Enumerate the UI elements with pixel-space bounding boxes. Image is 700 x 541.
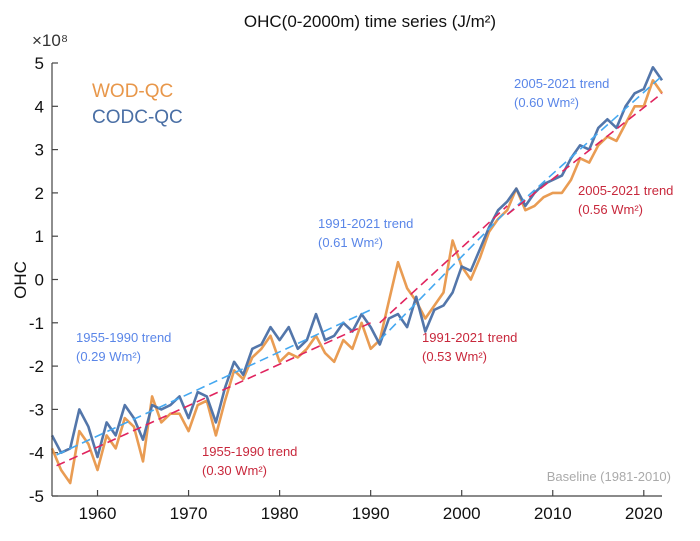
x-tick-label: 1960 xyxy=(79,504,117,523)
x-tick-label: 2000 xyxy=(443,504,481,523)
y-tick-label: 5 xyxy=(35,54,44,73)
x-tick-label: 1970 xyxy=(170,504,208,523)
trend-label-wod-1955: 1955-1990 trend xyxy=(202,444,297,459)
trend-value-wod-1955: (0.30 Wm²) xyxy=(202,463,267,478)
trend-value-wod-2005: (0.56 Wm²) xyxy=(578,202,643,217)
legend-wod-qc: WOD-QC xyxy=(92,81,173,102)
y-tick-label: 4 xyxy=(35,97,44,116)
chart-title: OHC(0-2000m) time series (J/m²) xyxy=(244,12,496,31)
x-tick-label: 2020 xyxy=(625,504,663,523)
trend-line-codc-qc-2005 xyxy=(506,75,663,216)
legend-codc-qc: CODC-QC xyxy=(92,107,183,128)
baseline-annotation: Baseline (1981-2010) xyxy=(547,469,671,484)
x-tick-label: 1990 xyxy=(352,504,390,523)
series-line-wod-qc xyxy=(50,79,664,485)
y-tick-label: 0 xyxy=(35,271,44,290)
trend-label-wod-1991: 1991-2021 trend xyxy=(422,330,517,345)
trend-line-wod-qc-1991 xyxy=(379,205,508,324)
trend-value-codc-2005: (0.60 Wm²) xyxy=(514,95,579,110)
y-tick-label: 2 xyxy=(35,184,44,203)
y-tick-label: -4 xyxy=(29,444,44,463)
y-exponent-label: ×10⁸ xyxy=(32,31,68,50)
trend-line-codc-qc-1955.5 xyxy=(56,309,371,456)
y-axis-label: OHC xyxy=(11,261,30,299)
trend-line-wod-qc-1955.5 xyxy=(56,322,371,467)
trend-label-codc-1955: 1955-1990 trend xyxy=(76,330,171,345)
trend-label-codc-1991: 1991-2021 trend xyxy=(318,216,413,231)
x-tick-label: 1980 xyxy=(261,504,299,523)
trend-line-codc-qc-1991 xyxy=(379,209,508,341)
trend-value-codc-1991: (0.61 Wm²) xyxy=(318,235,383,250)
trend-value-codc-1955: (0.29 Wm²) xyxy=(76,349,141,364)
y-tick-label: -5 xyxy=(29,487,44,506)
trend-label-wod-2005: 2005-2021 trend xyxy=(578,183,673,198)
y-tick-label: -2 xyxy=(29,357,44,376)
trend-line-wod-qc-2005 xyxy=(506,92,663,216)
y-tick-label: -3 xyxy=(29,400,44,419)
y-tick-label: -1 xyxy=(29,314,44,333)
y-tick-label: 3 xyxy=(35,141,44,160)
x-tick-label: 2010 xyxy=(534,504,572,523)
series-line-codc-qc xyxy=(50,66,664,459)
y-tick-label: 1 xyxy=(35,227,44,246)
trend-value-wod-1991: (0.53 Wm²) xyxy=(422,349,487,364)
trend-label-codc-2005: 2005-2021 trend xyxy=(514,76,609,91)
